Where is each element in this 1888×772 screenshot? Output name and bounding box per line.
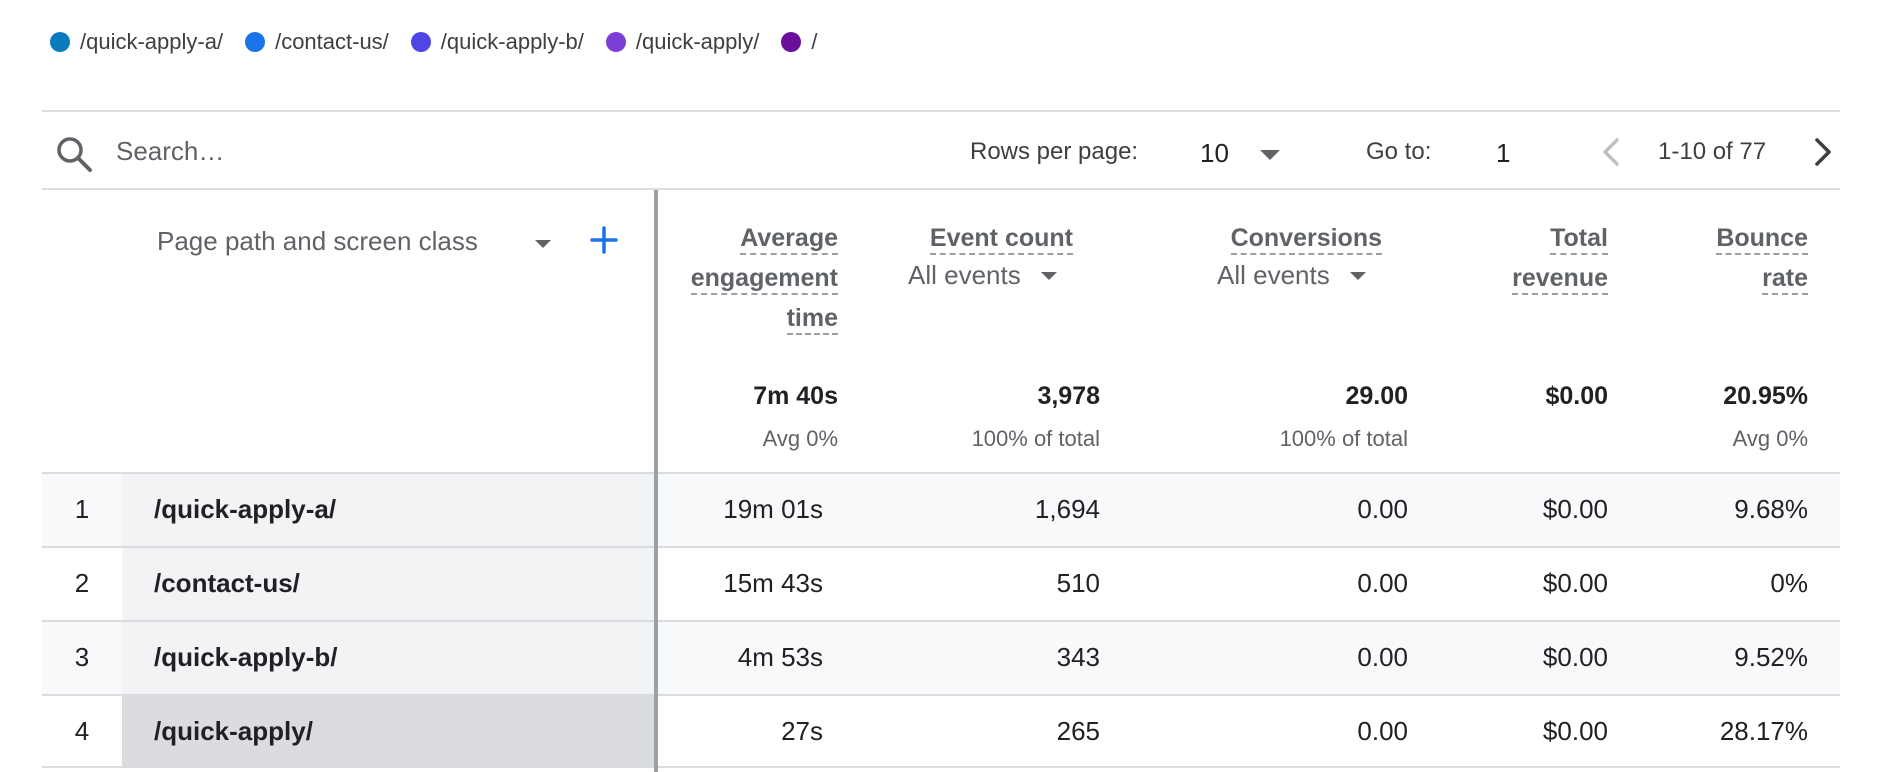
chevron-down-icon [1260, 150, 1280, 160]
cell-event-count: 510 [1056, 568, 1100, 598]
rows-per-page-select[interactable]: 10 [1192, 130, 1282, 174]
chevron-down-icon [1040, 271, 1057, 280]
legend-item[interactable]: /contact-us/ [245, 29, 389, 55]
total-subtext: 100% of total [1279, 426, 1408, 451]
total-value: 29.00 [1345, 382, 1408, 410]
header-line: rate [1762, 264, 1808, 295]
legend-dot [410, 32, 431, 52]
selector-label: All events [908, 260, 1021, 290]
cell-bounce-rate: 0% [1770, 568, 1808, 598]
rows-per-page-value: 10 [1200, 138, 1229, 168]
legend-item[interactable]: /quick-apply-a/ [50, 29, 223, 55]
frozen-column-divider[interactable] [654, 190, 658, 772]
column-avg-engagement: Average engagement time 7m 40s Avg 0% [658, 190, 838, 530]
table-row[interactable]: 2 /contact-us/ 15m 43s 510 0.00 $0.00 0% [42, 546, 1840, 620]
header-line: Bounce [1716, 224, 1808, 255]
row-number: 3 [74, 642, 90, 672]
legend-label: /quick-apply/ [635, 29, 760, 54]
cell-conversions: 0.00 [1357, 568, 1408, 598]
cell-avg-engagement: 15m 43s [723, 568, 823, 598]
total-value: 20.95% [1723, 382, 1808, 410]
legend-dot [50, 32, 70, 52]
legend-dot [245, 32, 266, 52]
legend-label: /quick-apply-b/ [440, 29, 584, 54]
conversions-event-selector[interactable]: All events [1217, 260, 1366, 291]
header-line: Event count [929, 224, 1073, 255]
total-value: 3,978 [1037, 382, 1100, 410]
row-page-path[interactable]: /quick-apply-b/ [122, 622, 654, 694]
column-header-event-count[interactable]: Event count [929, 218, 1073, 258]
event-count-event-selector[interactable]: All events [908, 260, 1057, 291]
legend-item[interactable]: / [781, 29, 818, 55]
table-row[interactable]: 3 /quick-apply-b/ 4m 53s 343 0.00 $0.00 … [42, 620, 1840, 694]
pagination-range: 1-10 of 77 [1658, 138, 1767, 165]
header-line: engagement [690, 264, 838, 295]
chevron-left-icon[interactable] [1594, 134, 1630, 170]
data-table: Page path and screen class Average engag… [42, 190, 1840, 772]
cell-event-count: 343 [1056, 642, 1100, 672]
cell-conversions: 0.00 [1357, 642, 1408, 672]
column-header-total-revenue[interactable]: Total revenue [1512, 218, 1608, 298]
chevron-right-icon[interactable] [1804, 134, 1840, 170]
row-page-path[interactable]: /quick-apply/ [122, 696, 654, 768]
chart-legend: /quick-apply-a/ /contact-us/ /quick-appl… [50, 26, 840, 58]
legend-label: / [811, 29, 818, 54]
cell-event-count: 265 [1056, 716, 1100, 746]
cell-event-count: 1,694 [1034, 494, 1100, 524]
row-page-path[interactable]: /contact-us/ [122, 548, 654, 620]
cell-conversions: 0.00 [1357, 494, 1408, 524]
row-page-path[interactable]: /quick-apply-a/ [122, 474, 654, 546]
cell-bounce-rate: 9.68% [1734, 494, 1808, 524]
cell-total-revenue: $0.00 [1542, 568, 1608, 598]
search-input[interactable] [114, 130, 618, 172]
header-line: time [786, 304, 838, 335]
search-icon[interactable] [54, 134, 94, 174]
header-line: Conversions [1230, 224, 1382, 255]
column-header-avg-engagement-time[interactable]: Average engagement time [690, 218, 838, 338]
table-row[interactable]: 4 /quick-apply/ 27s 265 0.00 $0.00 28.17… [42, 694, 1840, 768]
row-number: 4 [74, 716, 90, 746]
row-number: 2 [74, 568, 90, 598]
cell-avg-engagement: 19m 01s [723, 494, 823, 524]
legend-item[interactable]: /quick-apply/ [605, 29, 760, 55]
row-number: 1 [74, 494, 90, 524]
goto-input[interactable]: 1 [1496, 138, 1511, 168]
cell-bounce-rate: 9.52% [1734, 642, 1808, 672]
total-subtext: 100% of total [971, 426, 1100, 451]
header-line: Total [1550, 224, 1608, 255]
legend-label: /contact-us/ [275, 29, 389, 54]
cell-bounce-rate: 28.17% [1719, 716, 1808, 746]
legend-label: /quick-apply-a/ [80, 29, 224, 54]
selector-label: All events [1217, 260, 1330, 290]
header-line: Average [740, 224, 838, 255]
legend-dot [605, 32, 626, 52]
column-header-bounce-rate[interactable]: Bounce rate [1716, 218, 1808, 298]
header-line: revenue [1512, 264, 1608, 295]
column-header-conversions[interactable]: Conversions [1230, 218, 1382, 258]
legend-dot [781, 32, 802, 52]
cell-avg-engagement: 4m 53s [737, 642, 823, 672]
cell-avg-engagement: 27s [781, 716, 823, 746]
goto-label: Go to: [1366, 138, 1432, 165]
chevron-down-icon[interactable] [535, 240, 551, 248]
dimension-header[interactable]: Page path and screen class [157, 226, 478, 256]
cell-total-revenue: $0.00 [1542, 716, 1608, 746]
total-subtext: Avg 0% [762, 426, 838, 451]
legend-item[interactable]: /quick-apply-b/ [410, 29, 584, 55]
total-subtext: Avg 0% [1732, 426, 1808, 451]
cell-total-revenue: $0.00 [1542, 642, 1608, 672]
table-row[interactable]: 1 /quick-apply-a/ 19m 01s 1,694 0.00 $0.… [42, 472, 1840, 546]
table-toolbar: Rows per page: 10 Go to: 1 1-10 of 77 [42, 110, 1840, 190]
chevron-down-icon [1349, 271, 1366, 280]
rows-per-page-label: Rows per page: [970, 138, 1139, 165]
cell-total-revenue: $0.00 [1542, 494, 1608, 524]
total-value: 7m 40s [753, 382, 838, 410]
plus-icon[interactable] [588, 224, 620, 256]
total-value: $0.00 [1545, 382, 1608, 410]
cell-conversions: 0.00 [1357, 716, 1408, 746]
